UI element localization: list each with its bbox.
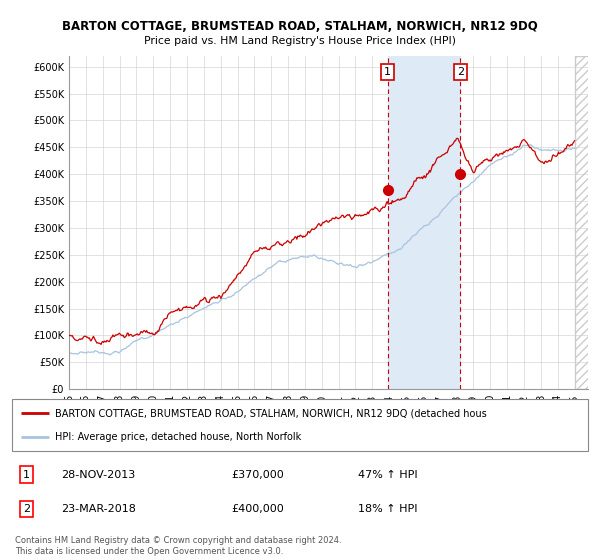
Text: 1: 1 (23, 470, 30, 479)
Text: 28-NOV-2013: 28-NOV-2013 (61, 470, 135, 479)
Text: 2: 2 (457, 67, 464, 77)
Text: 18% ↑ HPI: 18% ↑ HPI (358, 504, 417, 514)
Text: Contains HM Land Registry data © Crown copyright and database right 2024.
This d: Contains HM Land Registry data © Crown c… (15, 536, 341, 556)
Text: £370,000: £370,000 (231, 470, 284, 479)
Text: £400,000: £400,000 (231, 504, 284, 514)
Text: 1: 1 (384, 67, 391, 77)
Text: Price paid vs. HM Land Registry's House Price Index (HPI): Price paid vs. HM Land Registry's House … (144, 36, 456, 46)
Text: BARTON COTTAGE, BRUMSTEAD ROAD, STALHAM, NORWICH, NR12 9DQ: BARTON COTTAGE, BRUMSTEAD ROAD, STALHAM,… (62, 20, 538, 32)
Text: HPI: Average price, detached house, North Norfolk: HPI: Average price, detached house, Nort… (55, 432, 301, 442)
Text: 47% ↑ HPI: 47% ↑ HPI (358, 470, 417, 479)
Text: 23-MAR-2018: 23-MAR-2018 (61, 504, 136, 514)
FancyBboxPatch shape (12, 399, 588, 451)
Text: 2: 2 (23, 504, 30, 514)
Text: BARTON COTTAGE, BRUMSTEAD ROAD, STALHAM, NORWICH, NR12 9DQ (detached hous: BARTON COTTAGE, BRUMSTEAD ROAD, STALHAM,… (55, 408, 487, 418)
Bar (388, 56, 460, 389)
